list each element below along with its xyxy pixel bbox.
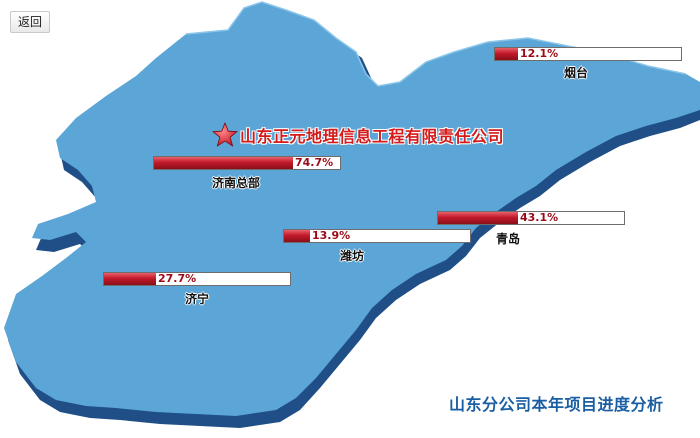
progress-fill (104, 273, 156, 285)
progress-percent: 13.9% (312, 229, 351, 242)
city-label-yantai: 烟台 (564, 66, 589, 80)
progress-percent: 43.1% (520, 211, 559, 224)
company-name: 山东正元地理信息工程有限责任公司 (240, 127, 505, 146)
map-coast-highlight (185, 1, 687, 87)
city-label-qingdao: 青岛 (496, 232, 521, 246)
star-icon (212, 122, 238, 147)
progress-percent: 74.7% (295, 156, 334, 169)
progress-fill (495, 48, 518, 60)
progress-bar-qingdao: 43.1% (437, 211, 625, 225)
progress-bar-yantai: 12.1% (494, 47, 682, 61)
progress-fill (438, 212, 518, 224)
city-label-jinan: 济南总部 (212, 176, 261, 190)
city-label-weifang: 潍坊 (340, 249, 365, 263)
progress-percent: 27.7% (158, 272, 197, 285)
progress-fill (154, 157, 293, 169)
chart-title: 山东分公司本年项目进度分析 (449, 395, 664, 414)
progress-bar-jinan: 74.7% (153, 156, 341, 170)
map-landmass (4, 2, 700, 416)
progress-percent: 12.1% (520, 47, 559, 60)
company-marker: 山东正元地理信息工程有限责任公司 (212, 122, 504, 148)
progress-fill (284, 230, 310, 242)
back-button[interactable]: 返回 (10, 11, 51, 33)
progress-bar-weifang: 13.9% (283, 229, 471, 243)
progress-bar-jining: 27.7% (103, 272, 291, 286)
city-label-jining: 济宁 (185, 292, 210, 306)
